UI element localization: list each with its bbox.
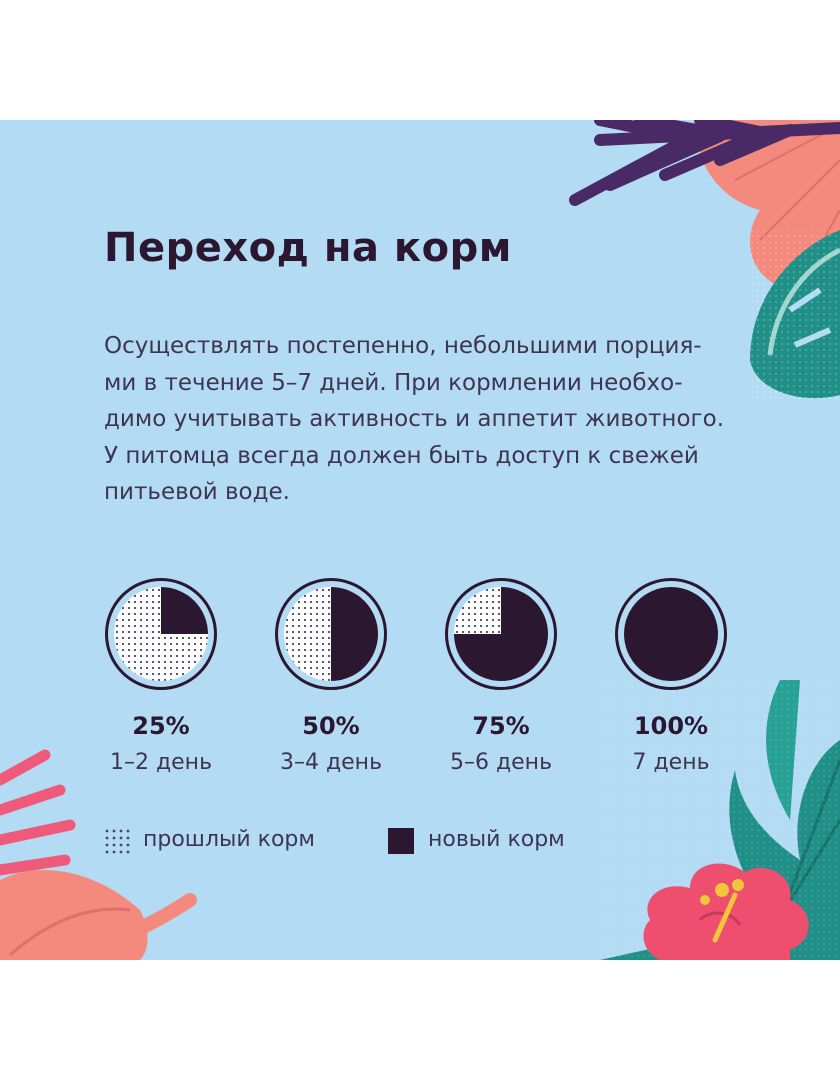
feeding-instructions-text: Осуществлять постепенно, небольшими порц… xyxy=(104,328,764,511)
instructions-line: питьевой воде. xyxy=(104,479,290,505)
instructions-line: димо учитывать активность и аппетит живо… xyxy=(104,406,725,432)
hibiscus-flower-icon xyxy=(643,863,809,960)
stage-percent-label: 100% xyxy=(633,712,709,740)
stage-days-label: 5–6 день xyxy=(449,750,553,775)
new-food-slice xyxy=(331,587,378,681)
old-food-dots-icon xyxy=(105,829,130,854)
coral-leaf-bottom-left xyxy=(0,870,197,960)
pie-outer-ring xyxy=(615,578,727,690)
pink-fern-leaf-bottom-left xyxy=(0,749,76,951)
instructions-line: Осуществлять постепенно, небольшими порц… xyxy=(104,333,702,359)
legend-old-food-label: прошлый корм xyxy=(143,827,315,852)
coral-leaf-top-right xyxy=(698,120,840,360)
new-food-square-icon xyxy=(388,828,414,854)
new-food-slice xyxy=(624,587,718,681)
infographic-panel: Переход на корм Осуществлять постепенно,… xyxy=(0,120,840,960)
instructions-line: У питомца всегда должен быть доступ к св… xyxy=(104,442,699,469)
pie-outer-ring xyxy=(275,578,387,690)
legend-new-food-label: новый корм xyxy=(428,827,565,852)
stage-percent-label: 75% xyxy=(472,712,530,740)
page-title: Переход на корм xyxy=(104,225,512,271)
instructions-line: ми в течение 5–7 дней. При кормлении нео… xyxy=(104,369,683,396)
new-food-slice xyxy=(454,587,548,681)
pie-outer-ring xyxy=(105,578,217,690)
new-food-slice xyxy=(161,587,208,634)
stage-days-label: 1–2 день xyxy=(109,750,213,775)
pie-outer-ring xyxy=(445,578,557,690)
stage-pie-100 xyxy=(615,578,727,690)
stage-percent-label: 25% xyxy=(132,712,190,740)
purple-fern-leaf xyxy=(569,120,840,206)
stage-days-label: 7 день xyxy=(632,750,710,775)
stage-pie-50 xyxy=(275,578,387,690)
stage-pie-25 xyxy=(105,578,217,690)
stage-days-label: 3–4 день xyxy=(279,750,383,775)
stage-percent-label: 50% xyxy=(302,712,360,740)
stage-pie-75 xyxy=(445,578,557,690)
